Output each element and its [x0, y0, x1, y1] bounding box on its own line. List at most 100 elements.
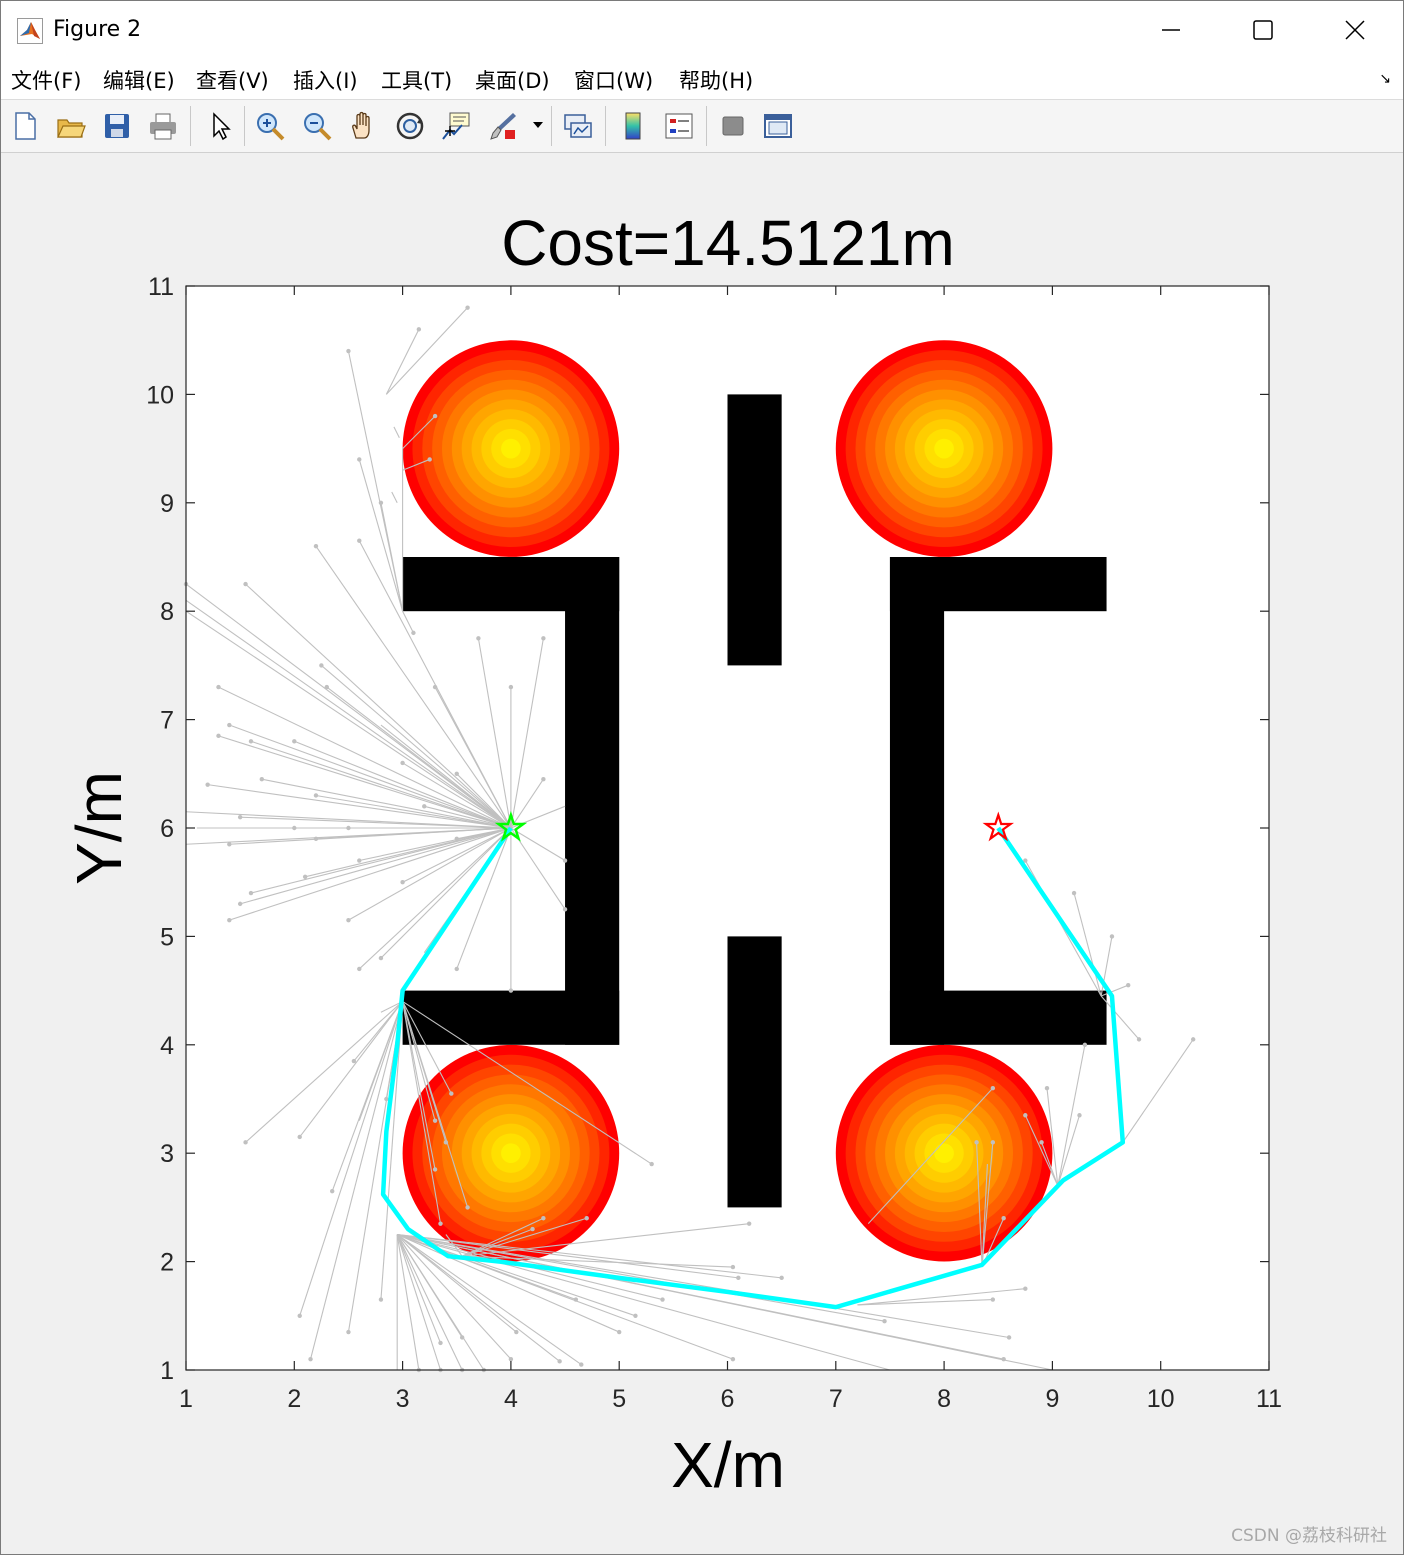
tree-edge — [445, 1234, 463, 1257]
print-icon[interactable] — [147, 110, 179, 142]
new-figure-icon[interactable] — [9, 110, 41, 142]
tree-edge — [456, 827, 512, 970]
tree-node — [779, 1275, 784, 1281]
x-tick-label: 8 — [937, 1385, 951, 1413]
goal-marker — [982, 811, 1014, 842]
tree-edge — [396, 1234, 442, 1371]
chevron-down-icon[interactable] — [532, 120, 544, 130]
toolbar-separator — [706, 106, 707, 146]
zoom-out-icon[interactable] — [301, 110, 333, 142]
tree-node — [216, 733, 221, 739]
tree-node — [1126, 982, 1131, 988]
tree-node — [974, 1140, 979, 1145]
legend-icon[interactable] — [663, 110, 695, 142]
tree-node — [449, 1091, 454, 1096]
tree-node — [227, 917, 232, 923]
tree-edge — [385, 307, 468, 395]
wall-obstacle — [727, 394, 782, 666]
y-tick-label: 4 — [160, 1032, 174, 1060]
brush-icon[interactable] — [487, 110, 519, 142]
tree-edge — [315, 545, 512, 829]
menu-desktop[interactable]: 桌面(D) — [475, 69, 550, 93]
tree-edge — [424, 805, 512, 829]
minimize-icon — [1162, 29, 1180, 31]
zoom-in-icon[interactable] — [254, 110, 286, 142]
tree-edge — [477, 638, 512, 829]
tree-node — [227, 722, 232, 728]
close-button[interactable] — [1309, 1, 1401, 59]
figure-toolbar — [1, 100, 1403, 153]
menu-edit[interactable]: 编辑(E) — [103, 69, 175, 93]
tree-edge — [207, 784, 511, 829]
tree-node — [432, 1118, 438, 1123]
tree-node — [357, 858, 362, 863]
tree-node — [205, 782, 210, 787]
hide-plot-tools-icon[interactable] — [717, 110, 749, 142]
tree-node — [227, 842, 232, 847]
pan-hand-icon[interactable] — [347, 110, 379, 142]
tree-node — [1001, 1216, 1006, 1221]
show-plot-tools-icon[interactable] — [762, 110, 794, 142]
cost-circles — [402, 340, 1053, 1262]
path-line — [380, 826, 1126, 1310]
tree-node — [292, 739, 297, 744]
tree-edge — [402, 1001, 436, 1170]
tree-edge — [402, 827, 512, 883]
tree-node — [541, 1216, 546, 1221]
tree-node — [427, 457, 432, 462]
tree-node — [346, 825, 351, 831]
tree-node — [243, 581, 248, 587]
tree-node — [746, 1221, 752, 1226]
tree-edge — [245, 583, 512, 829]
tree-node — [990, 1140, 996, 1145]
chart-title: Cost=14.5121m — [501, 207, 955, 279]
planned-path — [380, 826, 1126, 1310]
tree-edge — [396, 1234, 420, 1371]
tree-node — [584, 1216, 589, 1221]
minimize-button[interactable] — [1125, 1, 1217, 59]
tree-node — [541, 777, 546, 782]
tree-edge — [261, 778, 512, 829]
start-marker — [494, 810, 528, 842]
tree-node — [633, 1313, 638, 1319]
tree-edge — [510, 778, 544, 829]
y-tick-label: 9 — [160, 490, 174, 518]
tree-edge — [250, 827, 512, 894]
cost-circle-ring — [501, 438, 521, 459]
tree-node — [378, 500, 384, 505]
dock-arrow-icon[interactable]: ↘ — [1379, 71, 1391, 87]
plot-svg: Cost=14.5121m 1 2 3 4 5 6 7 8 9 10 111234567891011… — [63, 207, 1282, 1501]
menu-file[interactable]: 文件(F) — [11, 69, 82, 93]
tree-edge — [461, 1228, 533, 1257]
menu-view[interactable]: 查看(V) — [196, 69, 269, 93]
tree-edge — [1024, 1115, 1059, 1186]
pointer-icon[interactable] — [204, 110, 236, 142]
title-bar[interactable]: Figure 2 — [1, 1, 1403, 59]
link-plot-icon[interactable] — [562, 110, 594, 142]
tree-edge — [331, 1001, 404, 1192]
tree-edge — [229, 827, 512, 921]
menu-window[interactable]: 窗口(W) — [574, 69, 654, 93]
tree-edge — [358, 459, 404, 612]
x-axis-label: X/m — [671, 1429, 785, 1501]
x-tick-label: 7 — [829, 1385, 843, 1413]
save-icon[interactable] — [101, 110, 133, 142]
menu-bar: 文件(F) 编辑(E) 查看(V) 插入(I) 工具(T) 桌面(D) 窗口(W… — [1, 59, 1403, 100]
colorbar-icon[interactable] — [617, 110, 649, 142]
tree-node — [1136, 1037, 1142, 1042]
tree-node — [438, 1221, 443, 1226]
tree-node — [297, 1134, 302, 1140]
data-cursor-icon[interactable] — [440, 110, 472, 142]
menu-tools[interactable]: 工具(T) — [381, 69, 453, 93]
tree-edge — [1057, 1115, 1081, 1186]
rotate-3d-icon[interactable] — [394, 110, 426, 142]
endpoint-markers — [494, 810, 1014, 842]
menu-help[interactable]: 帮助(H) — [679, 69, 754, 93]
maximize-button[interactable] — [1217, 1, 1309, 59]
menu-insert[interactable]: 插入(I) — [293, 69, 358, 93]
tree-edge — [380, 827, 512, 959]
tree-edge — [461, 1217, 544, 1257]
open-file-icon[interactable] — [55, 110, 87, 142]
tree-edge — [358, 827, 512, 970]
